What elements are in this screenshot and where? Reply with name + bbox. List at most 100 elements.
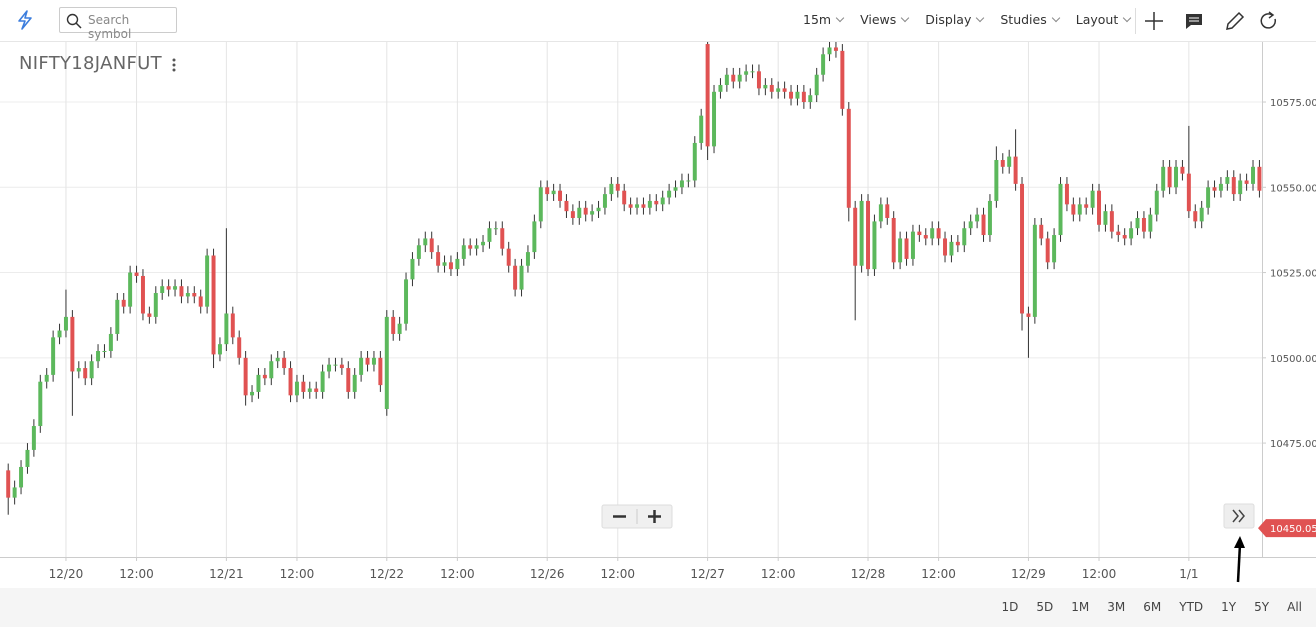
candle-body bbox=[1052, 235, 1057, 263]
grid bbox=[0, 42, 1262, 557]
candle-body bbox=[814, 74, 819, 96]
price-tag-shape bbox=[1258, 519, 1316, 538]
zoom-in[interactable] bbox=[648, 510, 661, 523]
candle-body bbox=[301, 381, 306, 392]
range-button[interactable]: 5Y bbox=[1254, 600, 1270, 614]
candle-body bbox=[391, 316, 396, 334]
range-button[interactable]: 3M bbox=[1107, 600, 1126, 614]
candle-body bbox=[1097, 190, 1102, 225]
candle-body bbox=[455, 258, 460, 270]
candle-body bbox=[1071, 204, 1076, 215]
menu-item[interactable]: Views bbox=[860, 12, 908, 27]
candle-body bbox=[1026, 313, 1031, 317]
candle-body bbox=[808, 95, 813, 103]
candle-body bbox=[981, 214, 986, 236]
candle-body bbox=[1045, 238, 1050, 263]
search-placeholder: Search symbol bbox=[88, 13, 132, 41]
price-tag-label: 10450.05 bbox=[1270, 524, 1316, 535]
refresh-icon[interactable] bbox=[1260, 11, 1277, 29]
range-button[interactable]: 1D bbox=[1001, 600, 1019, 614]
candle-body bbox=[724, 74, 729, 85]
candle-body bbox=[564, 200, 569, 212]
candle-body bbox=[1077, 204, 1082, 215]
candle-body bbox=[821, 54, 826, 75]
candle-body bbox=[1058, 183, 1063, 236]
candle-body bbox=[1193, 211, 1198, 222]
x-tick-label: 12:00 bbox=[1082, 567, 1117, 581]
menu-item[interactable]: Layout bbox=[1076, 12, 1131, 27]
separator bbox=[1135, 8, 1136, 34]
menu-item[interactable]: 15m bbox=[803, 12, 843, 27]
candle-body bbox=[833, 47, 838, 51]
candle-body bbox=[622, 190, 627, 205]
x-tick-label: 12/27 bbox=[690, 567, 725, 581]
candle-body bbox=[846, 108, 851, 208]
menu-item[interactable]: Display bbox=[925, 12, 983, 27]
candle-body bbox=[673, 187, 678, 191]
candle-body bbox=[763, 84, 768, 89]
chart: 10475.00 10500.00 10525.00 10550.00 10575.00… bbox=[0, 42, 1316, 583]
candle-body bbox=[1007, 156, 1012, 167]
draw-icon[interactable] bbox=[1226, 11, 1245, 30]
scroll-latest-button[interactable] bbox=[1223, 503, 1255, 529]
price-tag: 10450.05 bbox=[1258, 519, 1316, 538]
candle-body bbox=[346, 368, 351, 392]
candle-body bbox=[217, 344, 222, 355]
candle-body bbox=[1167, 166, 1172, 188]
candle-body bbox=[128, 272, 133, 307]
candle-body bbox=[134, 272, 139, 276]
y-tick-label: 10575.00 bbox=[1270, 98, 1316, 109]
candle-body bbox=[660, 197, 665, 205]
candle-body bbox=[153, 293, 158, 317]
candle-body bbox=[224, 313, 229, 345]
candle-body bbox=[166, 286, 171, 290]
range-button[interactable]: 5D bbox=[1036, 600, 1054, 614]
candle-body bbox=[692, 142, 697, 181]
candle-body bbox=[917, 231, 922, 236]
candle-body bbox=[262, 374, 267, 379]
candle-body bbox=[1084, 204, 1089, 208]
candle-body bbox=[70, 316, 75, 372]
candle-body bbox=[378, 357, 383, 386]
symbol-name[interactable]: NIFTY18JANFUT bbox=[19, 53, 162, 74]
candle-body bbox=[1141, 217, 1146, 232]
candle-body bbox=[19, 466, 24, 488]
candle-body bbox=[371, 357, 376, 365]
candle-body bbox=[500, 228, 505, 249]
candle-body bbox=[1116, 231, 1121, 236]
candle-body bbox=[878, 204, 883, 222]
candle-body bbox=[955, 241, 960, 246]
candle-body bbox=[12, 487, 17, 498]
add-icon[interactable] bbox=[1145, 12, 1163, 30]
range-button[interactable]: YTD bbox=[1179, 600, 1204, 614]
range-button[interactable]: 1M bbox=[1071, 600, 1090, 614]
candle-body bbox=[596, 207, 601, 212]
candle-body bbox=[339, 364, 344, 369]
candle-body bbox=[731, 74, 736, 82]
comment-icon[interactable] bbox=[1186, 14, 1202, 29]
range-button[interactable]: 6M bbox=[1143, 600, 1162, 614]
candle-body bbox=[654, 200, 659, 205]
candle-body bbox=[975, 214, 980, 222]
range-button[interactable]: 1Y bbox=[1221, 600, 1237, 614]
candle-body bbox=[1000, 160, 1005, 167]
candle-body bbox=[1225, 177, 1230, 184]
candle-body bbox=[1238, 180, 1243, 195]
logo-icon[interactable] bbox=[14, 9, 36, 31]
x-tick-label: 12:00 bbox=[440, 567, 475, 581]
candle-body bbox=[827, 47, 832, 55]
search-box[interactable]: Search symbol bbox=[59, 7, 177, 41]
candle-body bbox=[468, 245, 473, 249]
candle-body bbox=[647, 200, 652, 208]
range-button[interactable]: All bbox=[1287, 600, 1302, 614]
candle-body bbox=[160, 286, 165, 294]
menu-item[interactable]: Studies bbox=[1000, 12, 1058, 27]
symbol-menu-icon[interactable] bbox=[170, 57, 178, 73]
candle-body bbox=[904, 238, 909, 259]
candle-body bbox=[891, 217, 896, 263]
candle-body bbox=[506, 248, 511, 266]
candle-body bbox=[1257, 166, 1262, 191]
candle-body bbox=[635, 204, 640, 208]
candle-body bbox=[776, 88, 781, 92]
